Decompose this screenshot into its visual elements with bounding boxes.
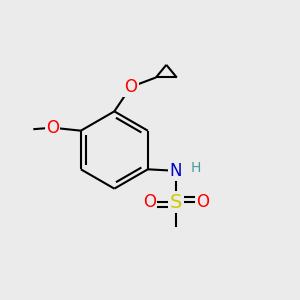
Text: N: N — [170, 162, 182, 180]
Text: O: O — [46, 119, 59, 137]
Text: O: O — [143, 193, 156, 211]
Text: O: O — [196, 193, 209, 211]
Text: O: O — [124, 78, 137, 96]
Text: S: S — [170, 193, 182, 211]
Text: H: H — [191, 161, 201, 175]
